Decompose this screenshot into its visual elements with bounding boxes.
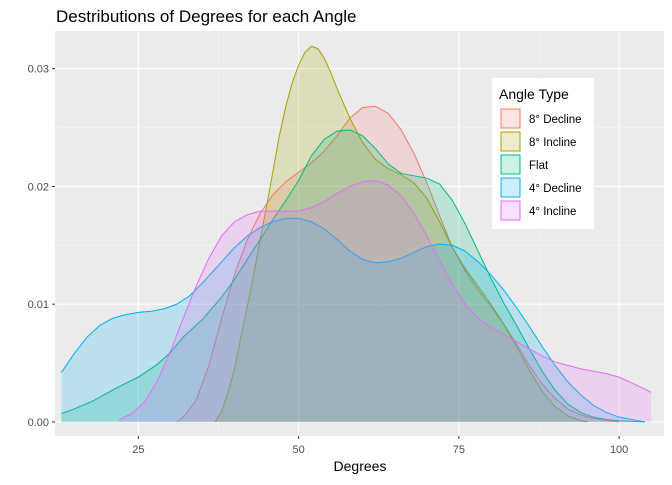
series-1-area (215, 46, 588, 422)
grid-major (55, 31, 664, 436)
legend-key-bg (500, 131, 521, 152)
legend-label: 8° Incline (529, 137, 576, 149)
legend: Angle Type 8° Decline 8° Incline Flat 4° De… (492, 78, 594, 229)
x-tick-label: 25 (132, 444, 144, 456)
legend-key-swatch (500, 131, 521, 152)
legend-key-swatch (500, 177, 521, 198)
legend-key-swatch (500, 200, 521, 221)
series-3-area (61, 218, 645, 422)
legend-key-bg (500, 177, 521, 198)
series-0-area (176, 106, 620, 422)
x-tick-label: 75 (453, 444, 465, 456)
legend-label: 4° Decline (529, 183, 582, 195)
x-tick-label: 100 (610, 444, 628, 456)
legend-key-bg (500, 200, 521, 221)
y-axis: 0.00 0.01 0.02 0.03 (28, 64, 55, 429)
x-axis: 25 50 75 100 (132, 436, 628, 456)
y-tick-label: 0.03 (28, 64, 49, 76)
series-4-line (118, 180, 652, 420)
legend-label: 4° Incline (529, 206, 576, 218)
legend-title: Angle Type (499, 86, 569, 102)
series-4-area (119, 180, 652, 422)
x-axis-label: Degrees (334, 458, 387, 474)
chart-title: Destributions of Degrees for each Angle (56, 7, 357, 26)
density-areas (60, 45, 652, 423)
legend-key-bg (500, 108, 521, 129)
y-tick-label: 0.02 (28, 181, 49, 193)
legend-key-bg (500, 154, 521, 175)
series-3-line (60, 217, 645, 423)
series-2-area (61, 129, 645, 422)
x-tick-label: 50 (292, 444, 304, 456)
series-0-line (176, 105, 620, 423)
legend-items: 8° Decline 8° Incline Flat 4° Decline 4° Inc… (500, 108, 582, 221)
y-tick-label: 0.00 (28, 417, 49, 429)
legend-key-swatch (500, 108, 521, 129)
legend-label: Flat (529, 160, 549, 172)
y-tick-label: 0.01 (28, 299, 49, 311)
series-1-line (214, 45, 588, 423)
legend-label: 8° Decline (529, 114, 582, 126)
legend-key-swatch (500, 154, 521, 175)
